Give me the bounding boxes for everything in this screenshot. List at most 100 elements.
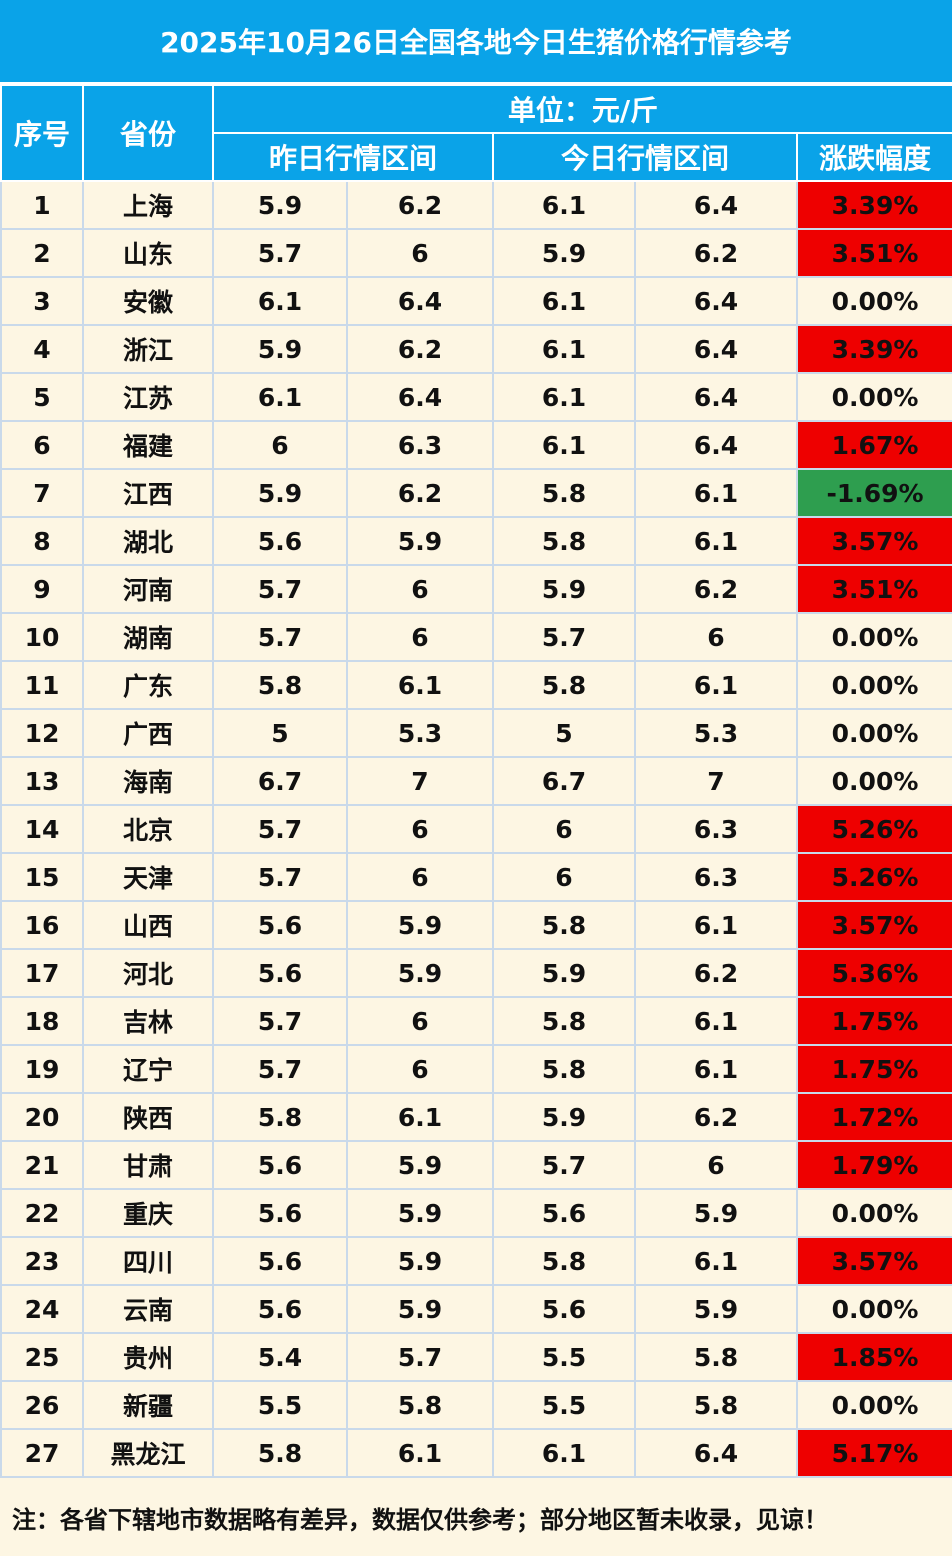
row-today-low: 5.5: [492, 1380, 636, 1430]
row-seq: 8: [0, 516, 84, 566]
row-change: 0.00%: [795, 612, 952, 662]
row-change: 3.57%: [795, 1236, 952, 1286]
row-yesterday-low: 5.9: [212, 180, 348, 230]
row-province: 江西: [82, 468, 214, 518]
row-change: 1.67%: [795, 420, 952, 470]
row-today-high: 5.3: [634, 708, 798, 758]
table-row: 8 湖北 5.6 5.9 5.8 6.1 3.57%: [0, 516, 952, 566]
row-today-high: 6.1: [634, 516, 798, 566]
row-change: 3.39%: [795, 324, 952, 374]
row-today-low: 5.8: [492, 660, 636, 710]
row-yesterday-low: 5.8: [212, 660, 348, 710]
header-today: 今日行情区间: [492, 132, 798, 182]
row-province: 黑龙江: [82, 1428, 214, 1478]
row-yesterday-low: 5.6: [212, 948, 348, 998]
row-seq: 22: [0, 1188, 84, 1238]
row-yesterday-high: 5.9: [346, 1188, 494, 1238]
row-yesterday-high: 5.9: [346, 1236, 494, 1286]
row-yesterday-low: 6.1: [212, 276, 348, 326]
row-province: 甘肃: [82, 1140, 214, 1190]
row-today-high: 5.8: [634, 1332, 798, 1382]
row-seq: 14: [0, 804, 84, 854]
row-today-low: 6.1: [492, 372, 636, 422]
row-change: 1.75%: [795, 1044, 952, 1094]
header-unit: 单位：元/斤: [211, 84, 952, 134]
row-change: 0.00%: [795, 660, 952, 710]
row-yesterday-low: 6.1: [212, 372, 348, 422]
row-today-high: 6.4: [634, 372, 798, 422]
row-province: 山西: [82, 900, 214, 950]
page-title: 2025年10月26日全国各地今日生猪价格行情参考: [0, 0, 952, 84]
row-today-low: 5.9: [492, 564, 636, 614]
header-province: 省份: [82, 84, 214, 182]
row-today-low: 6.1: [492, 324, 636, 374]
row-yesterday-low: 5.5: [212, 1380, 348, 1430]
row-yesterday-low: 5.7: [212, 228, 348, 278]
table-row: 23 四川 5.6 5.9 5.8 6.1 3.57%: [0, 1236, 952, 1286]
row-yesterday-low: 5.6: [212, 900, 348, 950]
row-today-high: 6.4: [634, 324, 798, 374]
row-seq: 12: [0, 708, 84, 758]
table-row: 25 贵州 5.4 5.7 5.5 5.8 1.85%: [0, 1332, 952, 1382]
row-province: 河北: [82, 948, 214, 998]
row-seq: 21: [0, 1140, 84, 1190]
row-today-low: 5.8: [492, 516, 636, 566]
row-seq: 7: [0, 468, 84, 518]
table-row: 1 上海 5.9 6.2 6.1 6.4 3.39%: [0, 180, 952, 230]
row-today-high: 5.9: [634, 1284, 798, 1334]
row-change: 5.36%: [795, 948, 952, 998]
row-yesterday-low: 5.7: [212, 996, 348, 1046]
table-row: 19 辽宁 5.7 6 5.8 6.1 1.75%: [0, 1044, 952, 1094]
row-today-high: 6.1: [634, 1236, 798, 1286]
row-today-high: 6: [634, 612, 798, 662]
row-seq: 19: [0, 1044, 84, 1094]
table-row: 6 福建 6 6.3 6.1 6.4 1.67%: [0, 420, 952, 470]
row-province: 贵州: [82, 1332, 214, 1382]
row-today-low: 5.6: [492, 1284, 636, 1334]
row-province: 四川: [82, 1236, 214, 1286]
row-yesterday-high: 5.3: [346, 708, 494, 758]
table-row: 12 广西 5 5.3 5 5.3 0.00%: [0, 708, 952, 758]
row-yesterday-low: 5.6: [212, 1188, 348, 1238]
row-change: 5.26%: [795, 852, 952, 902]
table-row: 17 河北 5.6 5.9 5.9 6.2 5.36%: [0, 948, 952, 998]
row-change: 3.57%: [795, 900, 952, 950]
row-seq: 23: [0, 1236, 84, 1286]
row-today-low: 5.8: [492, 996, 636, 1046]
row-province: 安徽: [82, 276, 214, 326]
table-row: 5 江苏 6.1 6.4 6.1 6.4 0.00%: [0, 372, 952, 422]
row-today-low: 6: [492, 804, 636, 854]
row-today-high: 6.2: [634, 228, 798, 278]
row-today-high: 6.4: [634, 1428, 798, 1478]
row-province: 新疆: [82, 1380, 214, 1430]
row-yesterday-high: 6.4: [346, 276, 494, 326]
row-seq: 5: [0, 372, 84, 422]
row-today-low: 5.8: [492, 468, 636, 518]
row-change: 3.57%: [795, 516, 952, 566]
table-row: 16 山西 5.6 5.9 5.8 6.1 3.57%: [0, 900, 952, 950]
row-change: 1.79%: [795, 1140, 952, 1190]
row-yesterday-high: 6.3: [346, 420, 494, 470]
table-body: 1 上海 5.9 6.2 6.1 6.4 3.39% 2 山东 5.7 6 5.9 6.2 3.51% 3 安…: [0, 180, 952, 1478]
row-yesterday-low: 6.7: [212, 756, 348, 806]
row-today-low: 5.8: [492, 900, 636, 950]
row-seq: 24: [0, 1284, 84, 1334]
table-row: 3 安徽 6.1 6.4 6.1 6.4 0.00%: [0, 276, 952, 326]
row-today-high: 6.3: [634, 804, 798, 854]
row-yesterday-high: 5.9: [346, 1140, 494, 1190]
row-today-high: 6.1: [634, 660, 798, 710]
row-yesterday-high: 5.9: [346, 900, 494, 950]
row-change: 3.39%: [795, 180, 952, 230]
row-change: 0.00%: [795, 276, 952, 326]
row-yesterday-high: 6: [346, 1044, 494, 1094]
row-province: 重庆: [82, 1188, 214, 1238]
header-row-2: 昨日行情区间 今日行情区间 涨跌幅度: [1, 132, 952, 182]
row-change: 0.00%: [795, 1380, 952, 1430]
header-seq: 序号: [0, 84, 84, 182]
row-yesterday-high: 6.1: [346, 1428, 494, 1478]
row-yesterday-high: 6.4: [346, 372, 494, 422]
row-province: 北京: [82, 804, 214, 854]
row-province: 山东: [82, 228, 214, 278]
row-today-low: 5.9: [492, 1092, 636, 1142]
